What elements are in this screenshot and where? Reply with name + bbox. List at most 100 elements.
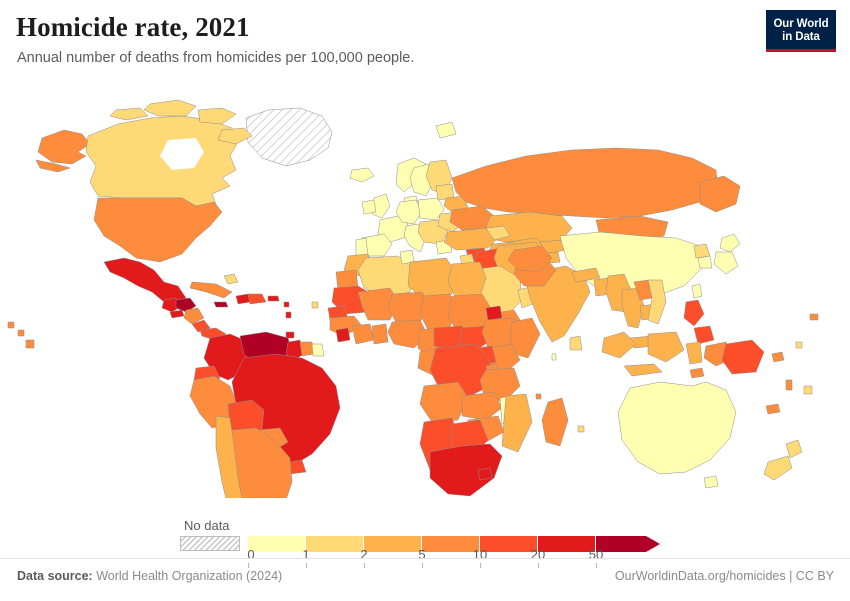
country-new-caledonia[interactable] [765,403,781,415]
country-canada[interactable] [85,115,239,207]
country-bahamas[interactable] [223,273,239,285]
country-costa-rica[interactable] [191,319,211,333]
country-indonesia-borneo[interactable] [647,331,685,363]
country-somalia[interactable] [509,317,541,359]
country-aleutians[interactable] [35,159,71,173]
legend-tick-mark-5 [538,563,539,568]
country-el-salvador[interactable] [169,309,185,319]
country-nigeria[interactable] [387,319,429,349]
island-maldives[interactable] [551,353,557,361]
legend-tick-label-2: 2 [360,547,368,562]
legend-bin-0[interactable] [248,536,305,552]
country-united-states[interactable] [93,197,223,263]
island-mauritius[interactable] [577,425,585,433]
owid-logo[interactable]: Our World in Data [766,10,836,52]
country-lesser-antilles-1[interactable] [283,301,290,308]
country-libya[interactable] [407,257,457,299]
country-japan-honshu[interactable] [713,251,739,275]
country-philippines[interactable] [683,299,705,327]
country-chile[interactable] [215,415,250,498]
country-zambia[interactable] [461,391,503,421]
water-hudson-bay [160,138,204,170]
country-sierra-leone[interactable] [335,327,351,343]
country-philippines-south[interactable] [693,325,715,345]
country-nepal-bhutan[interactable] [571,267,601,283]
country-lesser-antilles-2[interactable] [285,311,292,319]
country-taiwan[interactable] [691,283,703,299]
country-trinidad-and-tobago[interactable] [285,331,295,339]
country-french-guiana[interactable] [311,343,325,357]
country-puerto-rico[interactable] [267,295,280,302]
country-jamaica[interactable] [213,301,229,308]
country-solomon-islands[interactable] [771,351,785,363]
country-australia[interactable] [617,381,737,475]
country-madagascar[interactable] [541,397,569,447]
country-egypt[interactable] [447,261,487,299]
country-papua-new-guinea[interactable] [721,339,765,375]
country-alaska[interactable] [37,129,91,165]
legend-bin-4[interactable] [480,536,537,552]
country-ghana[interactable] [371,323,389,345]
country-nicaragua[interactable] [183,307,205,325]
country-angola[interactable] [419,381,469,423]
country-ireland[interactable] [361,199,377,215]
country-greenland[interactable] [245,107,333,167]
country-portugal[interactable] [355,237,369,257]
legend-no-data-swatch[interactable] [180,536,240,551]
country-north-korea[interactable] [693,243,711,259]
country-sri-lanka[interactable] [569,335,583,351]
country-vanuatu[interactable] [785,379,793,391]
country-ivory-coast[interactable] [351,323,375,345]
legend-bin-3[interactable] [422,536,479,552]
country-indonesia-sulawesi[interactable] [685,341,703,365]
world-choropleth-map[interactable] [0,86,850,498]
country-japan[interactable] [719,233,741,253]
country-canada-arctic-4[interactable] [217,127,253,145]
country-canada-arctic-2[interactable] [197,107,237,125]
country-south-africa[interactable] [429,443,503,497]
data-source-note: Data source: World Health Organization (… [17,569,282,583]
country-vietnam[interactable] [647,279,667,325]
island-pacific-1[interactable] [7,321,15,329]
island-svalbard[interactable] [435,121,457,139]
country-cuba[interactable] [189,281,233,299]
legend-bin-6[interactable] [596,536,646,552]
country-germany[interactable] [395,199,423,225]
island-hawaii[interactable] [809,313,819,321]
country-russia[interactable] [451,147,719,219]
country-tasmania[interactable] [703,475,719,489]
country-new-zealand-south[interactable] [763,455,793,481]
country-indonesia-java[interactable] [623,363,663,377]
country-canada-arctic-3[interactable] [109,107,149,121]
legend-bin-5[interactable] [538,536,595,552]
island-comoros[interactable] [535,393,542,400]
country-indonesia-sumatra[interactable] [601,331,637,359]
country-georgia-caucasus[interactable] [485,225,511,241]
island-pacific-3[interactable] [25,339,35,349]
legend-color-scale[interactable]: 0 1 2 5 10 20 50 [247,536,660,568]
country-haiti[interactable] [235,293,251,305]
country-lesotho[interactable] [477,467,493,481]
country-dominican-republic[interactable] [247,293,267,305]
island-cape-verde[interactable] [311,301,319,309]
country-timor-leste[interactable] [689,367,705,379]
country-new-zealand-north[interactable] [785,439,803,459]
country-eritrea[interactable] [485,305,503,321]
country-guyana[interactable] [285,339,305,361]
country-canada-arctic-1[interactable] [143,99,197,117]
country-fiji[interactable] [803,385,813,395]
legend-bin-2[interactable] [364,536,421,552]
country-south-korea[interactable] [697,255,713,269]
country-russia-far-east[interactable] [699,175,741,213]
legend-bin-1[interactable] [306,536,363,552]
country-iceland[interactable] [349,167,375,183]
owid-permalink[interactable]: OurWorldinData.org/homicides | CC BY [614,569,834,583]
chart-footer: Data source: World Health Organization (… [0,558,850,601]
island-pacific-2[interactable] [17,329,25,337]
country-afghanistan[interactable] [507,245,553,273]
map-svg[interactable] [0,86,850,498]
legend-tick-mark-1 [306,563,307,568]
island-pacific-east[interactable] [795,341,803,349]
country-mozambique[interactable] [501,393,533,453]
country-mali[interactable] [357,287,399,321]
